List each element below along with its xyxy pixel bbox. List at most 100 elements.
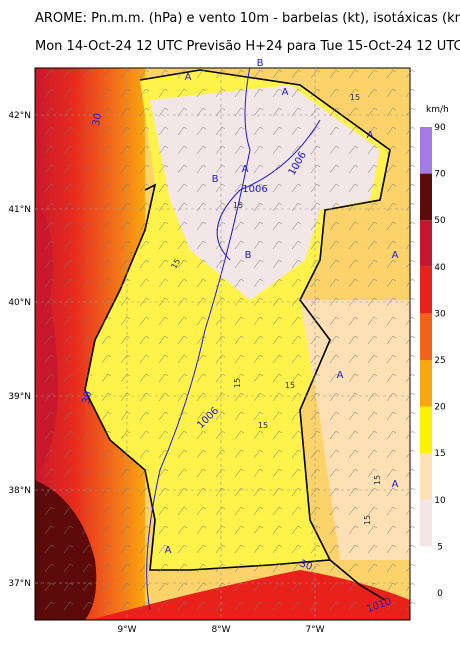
wind-barb bbox=[291, 468, 302, 478]
wind-barb bbox=[44, 164, 55, 174]
wind-barb bbox=[272, 601, 283, 611]
wind-barb bbox=[177, 563, 188, 573]
wind-barb bbox=[310, 316, 321, 326]
wind-barb bbox=[82, 88, 93, 98]
wind-barb bbox=[177, 297, 188, 307]
wind-barb bbox=[348, 164, 359, 174]
map-annotation: 1006 bbox=[242, 184, 267, 195]
map-annotation: 15 bbox=[233, 378, 242, 388]
colorbar-label: 25 bbox=[434, 356, 445, 366]
wind-barb bbox=[101, 316, 112, 326]
wind-barb bbox=[158, 240, 169, 250]
wind-barb bbox=[196, 145, 207, 155]
wind-barb bbox=[158, 563, 169, 573]
wind-barb bbox=[139, 164, 150, 174]
wind-barb bbox=[405, 563, 416, 573]
wind-barb bbox=[367, 202, 378, 212]
colorbar-label: 40 bbox=[434, 263, 446, 273]
wind-barb bbox=[386, 164, 397, 174]
wind-barb bbox=[120, 316, 131, 326]
wind-barb bbox=[120, 297, 131, 307]
wind-barb bbox=[196, 183, 207, 193]
wind-barb bbox=[120, 221, 131, 231]
wind-barb bbox=[101, 506, 112, 516]
wind-barb bbox=[234, 297, 245, 307]
wind-barb bbox=[272, 278, 283, 288]
wind-barb bbox=[291, 202, 302, 212]
wind-barb bbox=[310, 164, 321, 174]
wind-barb bbox=[158, 202, 169, 212]
wind-barb bbox=[272, 392, 283, 402]
wind-barb bbox=[310, 392, 321, 402]
wind-barb bbox=[139, 449, 150, 459]
wind-barb bbox=[63, 221, 74, 231]
wind-barb bbox=[405, 373, 416, 383]
wind-barb bbox=[348, 392, 359, 402]
wind-barb bbox=[139, 335, 150, 345]
map-annotation: A bbox=[165, 545, 172, 556]
wind-barb bbox=[329, 221, 340, 231]
wind-barb bbox=[310, 449, 321, 459]
wind-barb bbox=[367, 563, 378, 573]
wind-barb bbox=[367, 126, 378, 136]
wind-barb bbox=[44, 126, 55, 136]
wind-barb bbox=[329, 411, 340, 421]
wind-barb bbox=[291, 240, 302, 250]
wind-barb bbox=[348, 449, 359, 459]
wind-barb bbox=[272, 107, 283, 117]
wind-barb bbox=[120, 506, 131, 516]
wind-barb bbox=[310, 278, 321, 288]
wind-barb bbox=[348, 506, 359, 516]
wind-barb bbox=[82, 69, 93, 79]
colorbar-label: 70 bbox=[434, 170, 446, 180]
wind-barb bbox=[139, 221, 150, 231]
wind-barb bbox=[101, 126, 112, 136]
colorbar-label: 10 bbox=[434, 496, 446, 506]
wind-barb bbox=[348, 69, 359, 79]
wind-barb bbox=[386, 373, 397, 383]
wind-barb bbox=[253, 468, 264, 478]
wind-barb bbox=[63, 259, 74, 269]
wind-barb bbox=[253, 430, 264, 440]
wind-barb bbox=[291, 601, 302, 611]
wind-barb bbox=[158, 335, 169, 345]
wind-barb bbox=[386, 202, 397, 212]
wind-barb bbox=[63, 107, 74, 117]
wind-barb bbox=[405, 487, 416, 497]
wind-barb bbox=[329, 468, 340, 478]
wind-barb bbox=[386, 468, 397, 478]
wind-barb bbox=[272, 468, 283, 478]
wind-barb bbox=[101, 392, 112, 402]
wind-barb bbox=[82, 468, 93, 478]
wind-barb bbox=[367, 601, 378, 611]
wind-barb bbox=[44, 259, 55, 269]
wind-barb bbox=[177, 411, 188, 421]
wind-barb bbox=[367, 164, 378, 174]
wind-barb bbox=[196, 164, 207, 174]
wind-barb bbox=[196, 88, 207, 98]
map-annotation: 15 bbox=[373, 475, 382, 485]
wind-barb bbox=[367, 88, 378, 98]
wind-barb bbox=[348, 183, 359, 193]
wind-barb bbox=[101, 544, 112, 554]
wind-barb bbox=[405, 145, 416, 155]
wind-barb bbox=[253, 582, 264, 592]
colorbar-label: 20 bbox=[434, 403, 446, 413]
wind-barb bbox=[139, 259, 150, 269]
wind-barb bbox=[310, 259, 321, 269]
wind-barb bbox=[63, 506, 74, 516]
wind-barb bbox=[44, 69, 55, 79]
wind-barb bbox=[348, 468, 359, 478]
wind-barb bbox=[177, 506, 188, 516]
wind-barb bbox=[405, 164, 416, 174]
wind-barb bbox=[44, 88, 55, 98]
wind-barb bbox=[44, 468, 55, 478]
lat-label: 38°N bbox=[8, 486, 31, 496]
wind-barb bbox=[367, 525, 378, 535]
wind-barb bbox=[348, 88, 359, 98]
wind-barb bbox=[177, 202, 188, 212]
wind-barb bbox=[158, 525, 169, 535]
wind-barb bbox=[177, 164, 188, 174]
wind-barb bbox=[215, 449, 226, 459]
map-annotation: B bbox=[212, 174, 219, 185]
